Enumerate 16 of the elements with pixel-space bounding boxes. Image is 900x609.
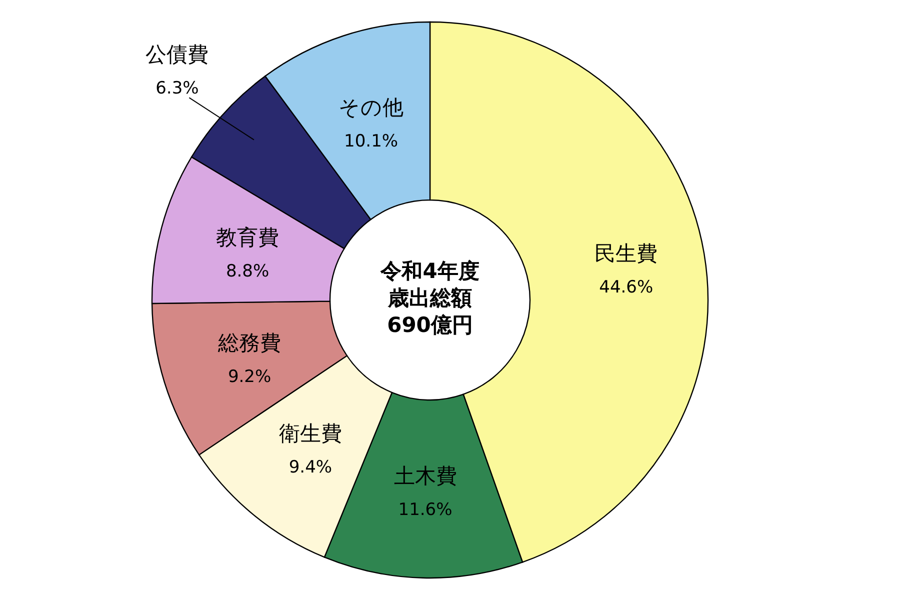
text: 令和4年度歳出総額: [380, 259, 480, 310]
text: 690億円: [387, 313, 473, 337]
slice-label: その他: [338, 95, 404, 120]
slice-label: 教育費: [216, 226, 280, 250]
slice-label: 公債費: [146, 42, 209, 67]
data-label: 9.4%: [288, 457, 332, 478]
slice-label: 衛生費: [278, 421, 342, 446]
data-label: 6.3%: [156, 78, 199, 99]
data-label: 9.2%: [228, 367, 272, 388]
data-label: 11.6%: [398, 500, 452, 520]
slice-label: 土木費: [394, 464, 457, 488]
slice-label: 総務費: [217, 331, 282, 356]
slice-label: 民生費: [594, 241, 658, 266]
data-label: 10.1%: [344, 131, 398, 152]
data-label: 8.8%: [226, 262, 270, 282]
data-label: 44.6%: [599, 277, 654, 298]
